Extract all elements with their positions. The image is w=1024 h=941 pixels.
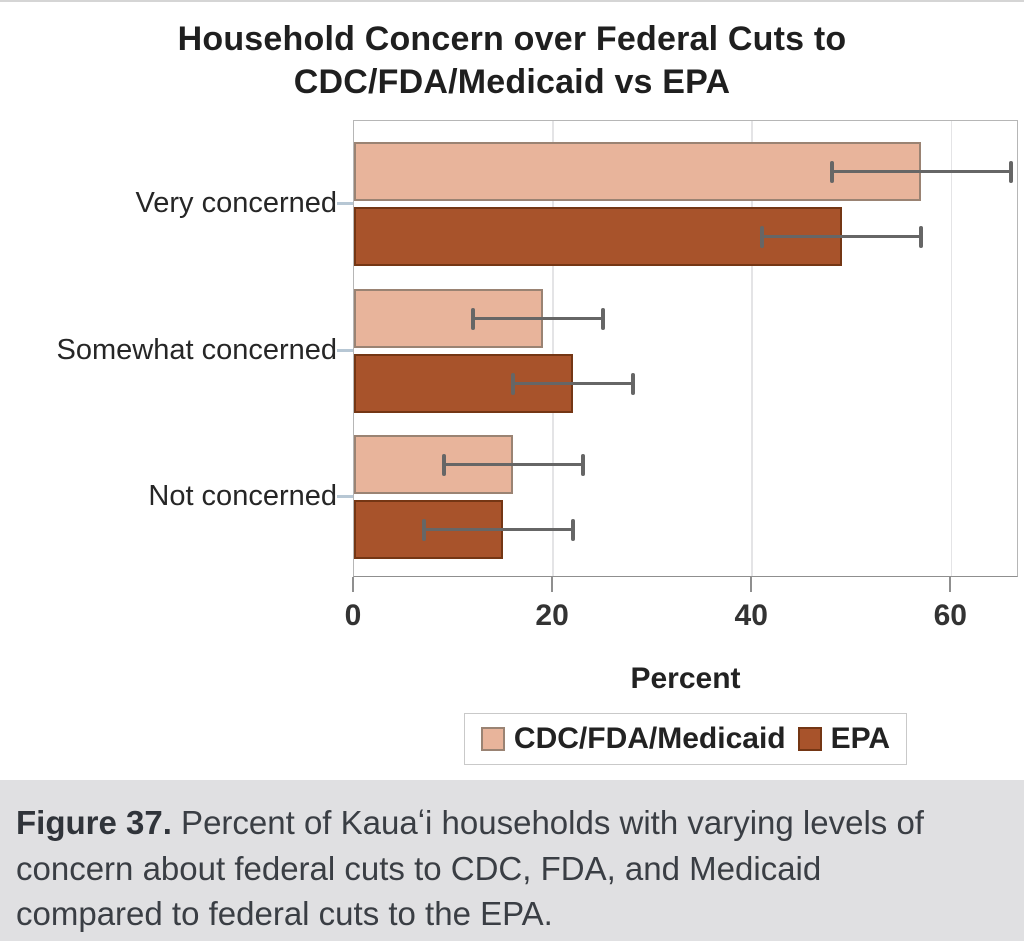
legend-label-epa: EPA	[830, 722, 891, 755]
bar-cdc-1	[354, 289, 544, 348]
error-cap-low-cdc-1	[471, 307, 476, 330]
error-bar-epa-0	[762, 235, 922, 238]
y-category-label-0: Very concerned	[135, 187, 337, 219]
error-bar-epa-1	[513, 382, 633, 385]
chart-title-line1: Household Concern over Federal Cuts to	[177, 20, 847, 58]
gridline-40	[751, 121, 753, 576]
concern-bar-chart: Household Concern over Federal Cuts to C…	[0, 2, 1024, 780]
y-category-label-2: Not concerned	[148, 480, 337, 512]
legend: CDC/FDA/Medicaid EPA	[463, 713, 908, 765]
error-cap-high-epa-2	[571, 518, 575, 541]
figure-caption-text: Figure 37. Percent of Kauaʻi households …	[16, 800, 926, 937]
y-category-tick-1	[337, 349, 353, 352]
x-tick-0	[352, 577, 354, 592]
legend-row: CDC/FDA/Medicaid EPA	[353, 713, 1018, 765]
gridline-60	[950, 121, 953, 576]
y-category-label-1: Somewhat concerned	[56, 334, 338, 366]
error-cap-low-epa-1	[511, 372, 516, 395]
error-cap-high-epa-0	[919, 225, 924, 248]
gridline-20	[552, 121, 554, 576]
x-tick-label-20: 20	[535, 599, 569, 632]
error-bar-cdc-2	[443, 463, 583, 466]
legend-item-cdc: CDC/FDA/Medicaid	[480, 722, 786, 756]
x-tick-20	[551, 577, 554, 592]
error-cap-high-epa-1	[630, 372, 635, 395]
legend-swatch-epa-icon	[797, 727, 822, 751]
x-axis-title: Percent	[630, 662, 741, 695]
chart-title: Household Concern over Federal Cuts to C…	[0, 18, 1024, 104]
error-cap-low-epa-2	[421, 518, 426, 541]
error-cap-high-cdc-1	[600, 307, 605, 330]
legend-item-epa: EPA	[797, 722, 891, 756]
bar-cdc-0	[354, 142, 922, 201]
error-bar-cdc-0	[831, 170, 1012, 173]
figure-caption-body: Percent of Kauaʻi households with varyin…	[16, 804, 924, 933]
x-tick-label-0: 0	[344, 599, 362, 632]
x-tick-40	[750, 577, 753, 592]
figure-caption: Figure 37. Percent of Kauaʻi households …	[0, 780, 1024, 941]
plot-area	[353, 120, 1018, 577]
chart-title-line2: CDC/FDA/Medicaid vs EPA	[293, 63, 731, 101]
x-tick-60	[949, 577, 952, 592]
x-tick-label-60: 60	[933, 599, 967, 632]
y-category-tick-2	[337, 495, 353, 498]
legend-swatch-cdc-icon	[480, 727, 505, 751]
error-bar-cdc-1	[473, 317, 603, 320]
y-category-tick-0	[337, 202, 353, 205]
error-cap-low-epa-0	[760, 225, 765, 248]
error-bar-epa-2	[423, 528, 573, 531]
error-cap-low-cdc-2	[441, 453, 446, 476]
x-tick-label-40: 40	[734, 599, 768, 632]
error-cap-high-cdc-0	[1009, 160, 1014, 183]
legend-label-cdc: CDC/FDA/Medicaid	[513, 722, 786, 755]
figure-caption-label: Figure 37.	[16, 804, 172, 841]
error-cap-low-cdc-0	[829, 160, 834, 183]
error-cap-high-cdc-2	[580, 453, 585, 476]
